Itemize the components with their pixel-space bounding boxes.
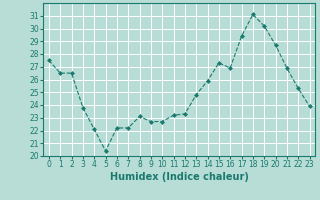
X-axis label: Humidex (Indice chaleur): Humidex (Indice chaleur) bbox=[110, 172, 249, 182]
